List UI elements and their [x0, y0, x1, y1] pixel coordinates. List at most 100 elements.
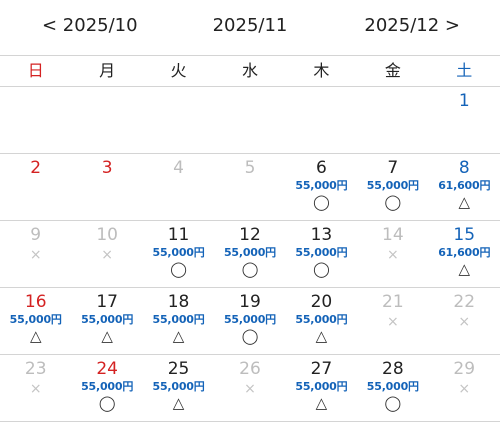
calendar-week: 9 × 10 × 11 55,000円 ◯ 12 55,000円 ◯ 13 55,000円 ◯ 14 × 15… — [0, 221, 500, 288]
day-number: 10 — [96, 225, 118, 245]
calendar-week: 23 × 24 55,000円 ◯ 25 55,000円 △ 26 × 27 55,000円 △ 28 55… — [0, 355, 500, 422]
calendar-day[interactable]: 19 55,000円 ◯ — [214, 288, 285, 354]
weekday-friday: 金 — [384, 61, 401, 80]
unavailable-cross-icon: × — [101, 247, 113, 263]
unavailable-cross-icon: × — [244, 381, 256, 397]
calendar-day: 4 — [143, 154, 214, 220]
day-price: 55,000円 — [81, 313, 134, 326]
day-number: 7 — [387, 158, 399, 178]
calendar-day: 23 × — [0, 355, 71, 421]
calendar-day[interactable]: 13 55,000円 ◯ — [286, 221, 357, 287]
available-circle-icon: ◯ — [313, 260, 330, 278]
few-left-triangle-icon: △ — [315, 394, 328, 412]
available-circle-icon: ◯ — [241, 327, 259, 345]
day-price: 55,000円 — [295, 179, 348, 192]
calendar: 日 月 火 水 木 金 土 1 2 3 4 5 6 55,000円 ◯ 7 55,000円 ◯ 8 61… — [0, 55, 500, 422]
few-left-triangle-icon: △ — [458, 260, 471, 278]
day-number: 28 — [382, 359, 404, 379]
day-number: 8 — [458, 158, 470, 178]
calendar-day — [214, 87, 285, 153]
calendar-day[interactable]: 7 55,000円 ◯ — [357, 154, 428, 220]
day-price: 61,600円 — [438, 246, 491, 259]
day-price: 55,000円 — [223, 313, 276, 326]
day-number: 24 — [96, 359, 118, 379]
calendar-day — [143, 87, 214, 153]
day-number: 22 — [453, 292, 476, 312]
day-number: 26 — [239, 359, 261, 379]
available-circle-icon: ◯ — [384, 394, 402, 412]
calendar-day: 9 × — [0, 221, 71, 287]
next-month-link[interactable]: 2025/12 > — [364, 15, 460, 36]
day-number: 20 — [310, 292, 333, 312]
day-price: 55,000円 — [152, 246, 205, 259]
calendar-day: 1 — [429, 87, 500, 153]
calendar-day[interactable]: 15 61,600円 △ — [429, 221, 500, 287]
unavailable-cross-icon: × — [29, 247, 42, 263]
day-number: 17 — [96, 292, 118, 312]
calendar-day — [357, 87, 428, 153]
calendar-day: 29 × — [429, 355, 500, 421]
day-price: 55,000円 — [295, 246, 348, 259]
day-price: 55,000円 — [152, 313, 205, 326]
calendar-day[interactable]: 8 61,600円 △ — [429, 154, 500, 220]
calendar-week: 1 — [0, 87, 500, 154]
unavailable-cross-icon: × — [458, 381, 471, 397]
calendar-day[interactable]: 25 55,000円 △ — [143, 355, 214, 421]
prev-month-link[interactable]: < 2025/10 — [42, 15, 138, 36]
unavailable-cross-icon: × — [458, 314, 471, 330]
weekday-thursday: 木 — [313, 61, 330, 80]
available-circle-icon: ◯ — [384, 193, 402, 211]
day-number: 23 — [24, 359, 47, 379]
calendar-day[interactable]: 20 55,000円 △ — [286, 288, 357, 354]
available-circle-icon: ◯ — [98, 394, 116, 412]
day-number: 2 — [30, 158, 42, 178]
calendar-day[interactable]: 12 55,000円 ◯ — [214, 221, 285, 287]
day-number: 19 — [239, 292, 261, 312]
calendar-day[interactable]: 6 55,000円 ◯ — [286, 154, 357, 220]
calendar-day[interactable]: 18 55,000円 △ — [143, 288, 214, 354]
calendar-week: 2 3 4 5 6 55,000円 ◯ 7 55,000円 ◯ 8 61,600円 △ — [0, 154, 500, 221]
calendar-day[interactable]: 27 55,000円 △ — [286, 355, 357, 421]
calendar-day: 26 × — [214, 355, 285, 421]
calendar-day[interactable]: 11 55,000円 ◯ — [143, 221, 214, 287]
day-number: 13 — [310, 225, 333, 245]
calendar-day[interactable]: 17 55,000円 △ — [71, 288, 142, 354]
day-number: 11 — [167, 225, 190, 245]
calendar-day: 22 × — [429, 288, 500, 354]
day-number: 4 — [173, 158, 184, 178]
weekday-monday: 月 — [99, 61, 116, 80]
calendar-day[interactable]: 16 55,000円 △ — [0, 288, 71, 354]
day-number: 15 — [453, 225, 476, 245]
calendar-day: 2 — [0, 154, 71, 220]
calendar-day — [71, 87, 142, 153]
day-number: 14 — [382, 225, 404, 245]
month-navigation: < 2025/10 2025/11 2025/12 > — [0, 0, 500, 55]
day-number: 16 — [24, 292, 47, 312]
day-number: 1 — [458, 91, 470, 111]
available-circle-icon: ◯ — [170, 260, 187, 278]
day-number: 29 — [453, 359, 476, 379]
day-number: 6 — [315, 158, 327, 178]
few-left-triangle-icon: △ — [172, 394, 185, 412]
calendar-day — [286, 87, 357, 153]
weekday-tuesday: 火 — [170, 61, 187, 80]
day-price: 61,600円 — [438, 179, 491, 192]
day-number: 18 — [167, 292, 190, 312]
day-number: 12 — [239, 225, 261, 245]
day-price: 55,000円 — [9, 313, 62, 326]
calendar-day[interactable]: 24 55,000円 ◯ — [71, 355, 142, 421]
calendar-day: 5 — [214, 154, 285, 220]
weekday-header: 日 月 火 水 木 金 土 — [0, 56, 500, 87]
day-price: 55,000円 — [295, 313, 348, 326]
calendar-day[interactable]: 28 55,000円 ◯ — [357, 355, 428, 421]
day-price: 55,000円 — [152, 380, 205, 393]
unavailable-cross-icon: × — [386, 247, 399, 263]
day-price: 55,000円 — [81, 380, 134, 393]
day-number: 25 — [167, 359, 190, 379]
calendar-week: 16 55,000円 △ 17 55,000円 △ 18 55,000円 △ 19 55,000円 ◯… — [0, 288, 500, 355]
available-circle-icon: ◯ — [313, 193, 330, 211]
day-price: 55,000円 — [366, 380, 419, 393]
few-left-triangle-icon: △ — [172, 327, 185, 345]
calendar-day — [0, 87, 71, 153]
weekday-sunday: 日 — [27, 61, 44, 80]
